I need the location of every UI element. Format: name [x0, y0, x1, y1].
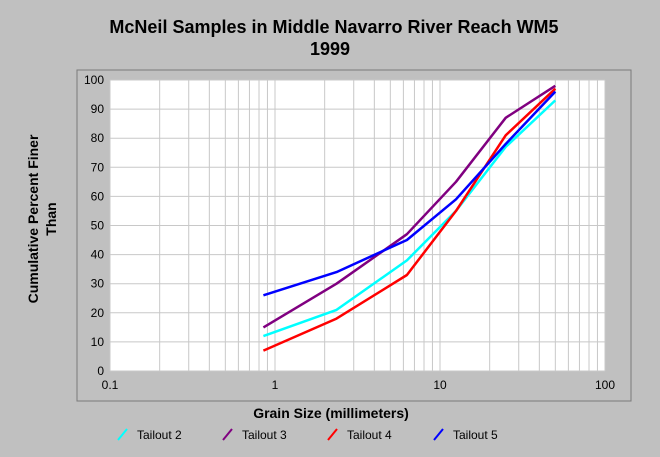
series-lines [262, 84, 557, 352]
legend-label: Tailout 2 [137, 428, 182, 442]
x-tick-label: 0.1 [102, 378, 119, 392]
series-line-tailout-2 [262, 99, 557, 338]
y-tick-label: 70 [91, 160, 105, 174]
series-line-tailout-5 [263, 90, 557, 297]
y-axis-title-line2: Than [43, 202, 59, 235]
legend-marker [433, 428, 444, 441]
y-tick-label: 50 [91, 219, 105, 233]
legend-marker [327, 428, 338, 441]
y-tick-label: 60 [91, 189, 105, 203]
series-line-tailout-3 [262, 84, 556, 329]
legend-label: Tailout 3 [242, 428, 287, 442]
legend: Tailout 2 Tailout 3 Tailout 4 Tailout 5 [117, 428, 498, 442]
series-line-tailout-4 [262, 87, 557, 352]
plot-frame [76, 69, 632, 402]
y-tick-label: 20 [91, 306, 105, 320]
x-tick-label: 1 [272, 378, 279, 392]
legend-label: Tailout 5 [453, 428, 498, 442]
y-tick-label: 30 [91, 277, 105, 291]
y-tick-label: 90 [91, 102, 105, 116]
chart-title: McNeil Samples in Middle Navarro River R… [109, 17, 558, 37]
legend-label: Tailout 4 [347, 428, 392, 442]
chart-subtitle: 1999 [310, 39, 350, 59]
x-tick-label: 100 [595, 378, 615, 392]
x-tick-labels: 0.1 1 10 100 [102, 378, 616, 392]
legend-marker [117, 428, 128, 441]
y-tick-labels: 0 10 20 30 40 50 60 70 80 90 100 [84, 73, 104, 378]
y-tick-label: 100 [84, 73, 104, 87]
x-axis-title: Grain Size (millimeters) [253, 405, 409, 421]
y-tick-label: 40 [91, 248, 105, 262]
y-tick-label: 0 [97, 364, 104, 378]
legend-marker [222, 428, 233, 441]
y-axis-title-line1: Cumulative Percent Finer [25, 134, 41, 303]
x-tick-label: 10 [433, 378, 447, 392]
y-tick-label: 10 [91, 335, 105, 349]
y-tick-label: 80 [91, 131, 105, 145]
